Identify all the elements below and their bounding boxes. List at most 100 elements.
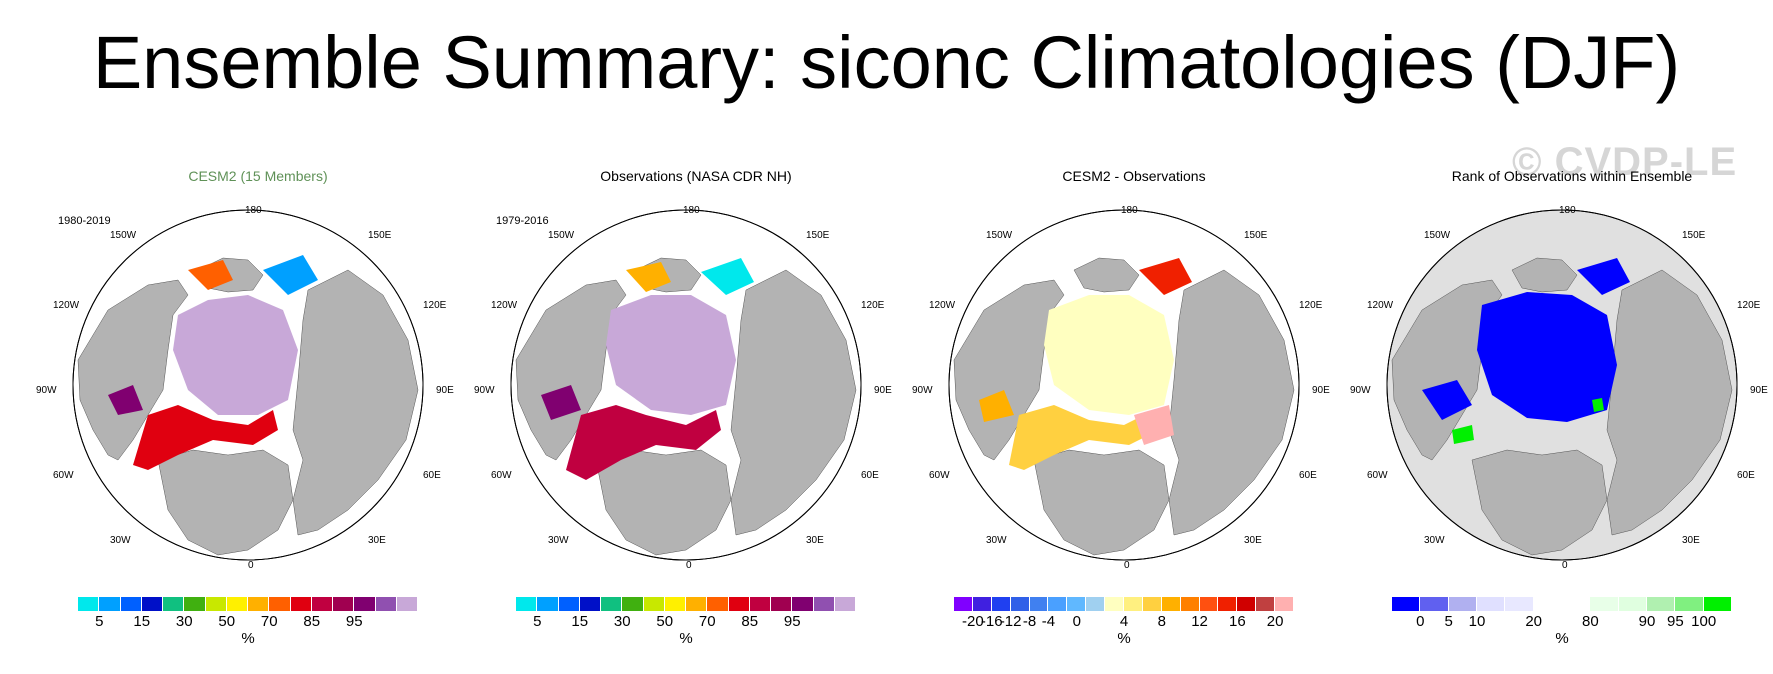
land-mass bbox=[1073, 257, 1140, 293]
colorbar-tick-label: 70 bbox=[698, 613, 716, 630]
colorbar-box bbox=[120, 597, 142, 611]
colorbar-box bbox=[834, 597, 856, 611]
colorbar-box bbox=[1476, 597, 1506, 611]
colorbar-tick-label: -16 bbox=[980, 613, 1003, 630]
sea-ice-region bbox=[1577, 258, 1630, 295]
lon-label-n0: 0 bbox=[686, 560, 692, 571]
colorbar-box bbox=[813, 597, 835, 611]
units-label: % bbox=[679, 630, 693, 647]
colorbar-box bbox=[579, 597, 601, 611]
colorbar-box bbox=[792, 597, 814, 611]
colorbar-box bbox=[1218, 597, 1238, 611]
watermark: © CVDP-LE bbox=[1512, 140, 1738, 184]
colorbar-box bbox=[1105, 597, 1125, 611]
lon-label-n150e: 150E bbox=[1682, 230, 1706, 241]
colorbar-tick-label: 30 bbox=[175, 613, 193, 630]
colorbar-box bbox=[1237, 597, 1257, 611]
land-mass bbox=[1168, 269, 1295, 536]
colorbar-box bbox=[1533, 597, 1562, 611]
land-mass bbox=[157, 449, 294, 556]
lon-label-n30e: 30E bbox=[1244, 535, 1262, 546]
colorbar-box bbox=[1180, 597, 1200, 611]
colorbar-tick-label: -8 bbox=[1022, 613, 1037, 630]
lon-label-n180: 180 bbox=[1121, 205, 1138, 216]
lon-label-n180: 180 bbox=[1559, 205, 1576, 216]
lon-label-n90e: 90E bbox=[874, 385, 892, 396]
lon-label-n90e: 90E bbox=[436, 385, 454, 396]
colorbar-box bbox=[163, 597, 185, 611]
lon-label-n60w: 60W bbox=[929, 470, 950, 481]
colorbar-tick-label: 4 bbox=[1119, 613, 1129, 630]
lon-label-n150e: 150E bbox=[806, 230, 830, 241]
polar-map bbox=[948, 209, 1300, 561]
lon-label-n60e: 60E bbox=[423, 470, 441, 481]
colorbar-box bbox=[1561, 597, 1591, 611]
colorbar-box bbox=[248, 597, 270, 611]
land-mass bbox=[1511, 257, 1578, 293]
colorbar-box bbox=[1703, 597, 1732, 611]
period-label: 1979-2016 bbox=[496, 215, 549, 227]
sea-ice-region bbox=[263, 255, 318, 295]
colorbar-box bbox=[375, 597, 397, 611]
lon-label-n150w: 150W bbox=[1424, 230, 1451, 241]
lon-label-n90e: 90E bbox=[1750, 385, 1768, 396]
colorbar-box bbox=[601, 597, 623, 611]
colorbar-box bbox=[1590, 597, 1619, 611]
colorbar-box bbox=[205, 597, 227, 611]
colorbar bbox=[954, 597, 1295, 611]
colorbar-box bbox=[1029, 597, 1049, 611]
colorbar-tick-label: 0 bbox=[1416, 613, 1425, 630]
sea-ice-region bbox=[979, 390, 1014, 422]
colorbar bbox=[1392, 597, 1732, 611]
colorbar-box bbox=[622, 597, 644, 611]
lon-label-n90w: 90W bbox=[36, 385, 57, 396]
lon-label-n180: 180 bbox=[245, 205, 262, 216]
sea-ice-region bbox=[133, 405, 278, 470]
lon-label-n120w: 120W bbox=[491, 300, 518, 311]
lon-label-n90w: 90W bbox=[1350, 385, 1371, 396]
sea-ice-region bbox=[1134, 405, 1174, 445]
colorbar-tick-label: 30 bbox=[613, 613, 631, 630]
units-label: % bbox=[1117, 630, 1131, 647]
lon-label-n180: 180 bbox=[683, 205, 700, 216]
colorbar-box bbox=[226, 597, 248, 611]
lon-label-n30e: 30E bbox=[368, 535, 386, 546]
colorbar-box bbox=[184, 597, 206, 611]
colorbar-tick-label: 8 bbox=[1157, 613, 1166, 630]
map-border bbox=[1386, 209, 1738, 561]
period-label: 1980-2019 bbox=[58, 215, 111, 227]
lon-label-n60e: 60E bbox=[1737, 470, 1755, 481]
lon-label-n120w: 120W bbox=[929, 300, 956, 311]
colorbar-tick-label: -12 bbox=[999, 613, 1022, 630]
colorbar bbox=[78, 597, 418, 611]
sea-ice-region bbox=[1592, 398, 1604, 412]
lon-label-n150e: 150E bbox=[368, 230, 392, 241]
colorbar-box bbox=[1199, 597, 1219, 611]
colorbar-box bbox=[954, 597, 973, 611]
units-label: % bbox=[241, 630, 255, 647]
colorbar-tick-label: 0 bbox=[1072, 613, 1081, 630]
colorbar-box bbox=[1448, 597, 1477, 611]
colorbar-box bbox=[1142, 597, 1162, 611]
lon-label-n60e: 60E bbox=[861, 470, 879, 481]
colorbar-box bbox=[1048, 597, 1068, 611]
colorbar-tick-label: 12 bbox=[1191, 613, 1208, 630]
lon-label-n120e: 120E bbox=[861, 300, 885, 311]
sea-ice-region bbox=[1044, 295, 1174, 415]
colorbar-box bbox=[1256, 597, 1276, 611]
colorbar-box bbox=[1124, 597, 1143, 611]
colorbar-box bbox=[991, 597, 1011, 611]
colorbar-tick-label: 95 bbox=[783, 613, 801, 630]
panel-difference: CESM2 - Observations 180 150W 150E 120W 120E 9… bbox=[912, 160, 1354, 660]
land-mass bbox=[953, 279, 1065, 461]
colorbar-tick-label: 80 bbox=[1581, 613, 1599, 630]
colorbar-box bbox=[558, 597, 580, 611]
lon-label-n60w: 60W bbox=[53, 470, 74, 481]
lon-label-n30e: 30E bbox=[806, 535, 824, 546]
colorbar-box bbox=[1618, 597, 1647, 611]
colorbar-tick-label: 70 bbox=[260, 613, 278, 630]
colorbar-box bbox=[1505, 597, 1534, 611]
colorbar-box bbox=[354, 597, 376, 611]
lon-label-n60e: 60E bbox=[1299, 470, 1317, 481]
colorbar-box bbox=[290, 597, 312, 611]
